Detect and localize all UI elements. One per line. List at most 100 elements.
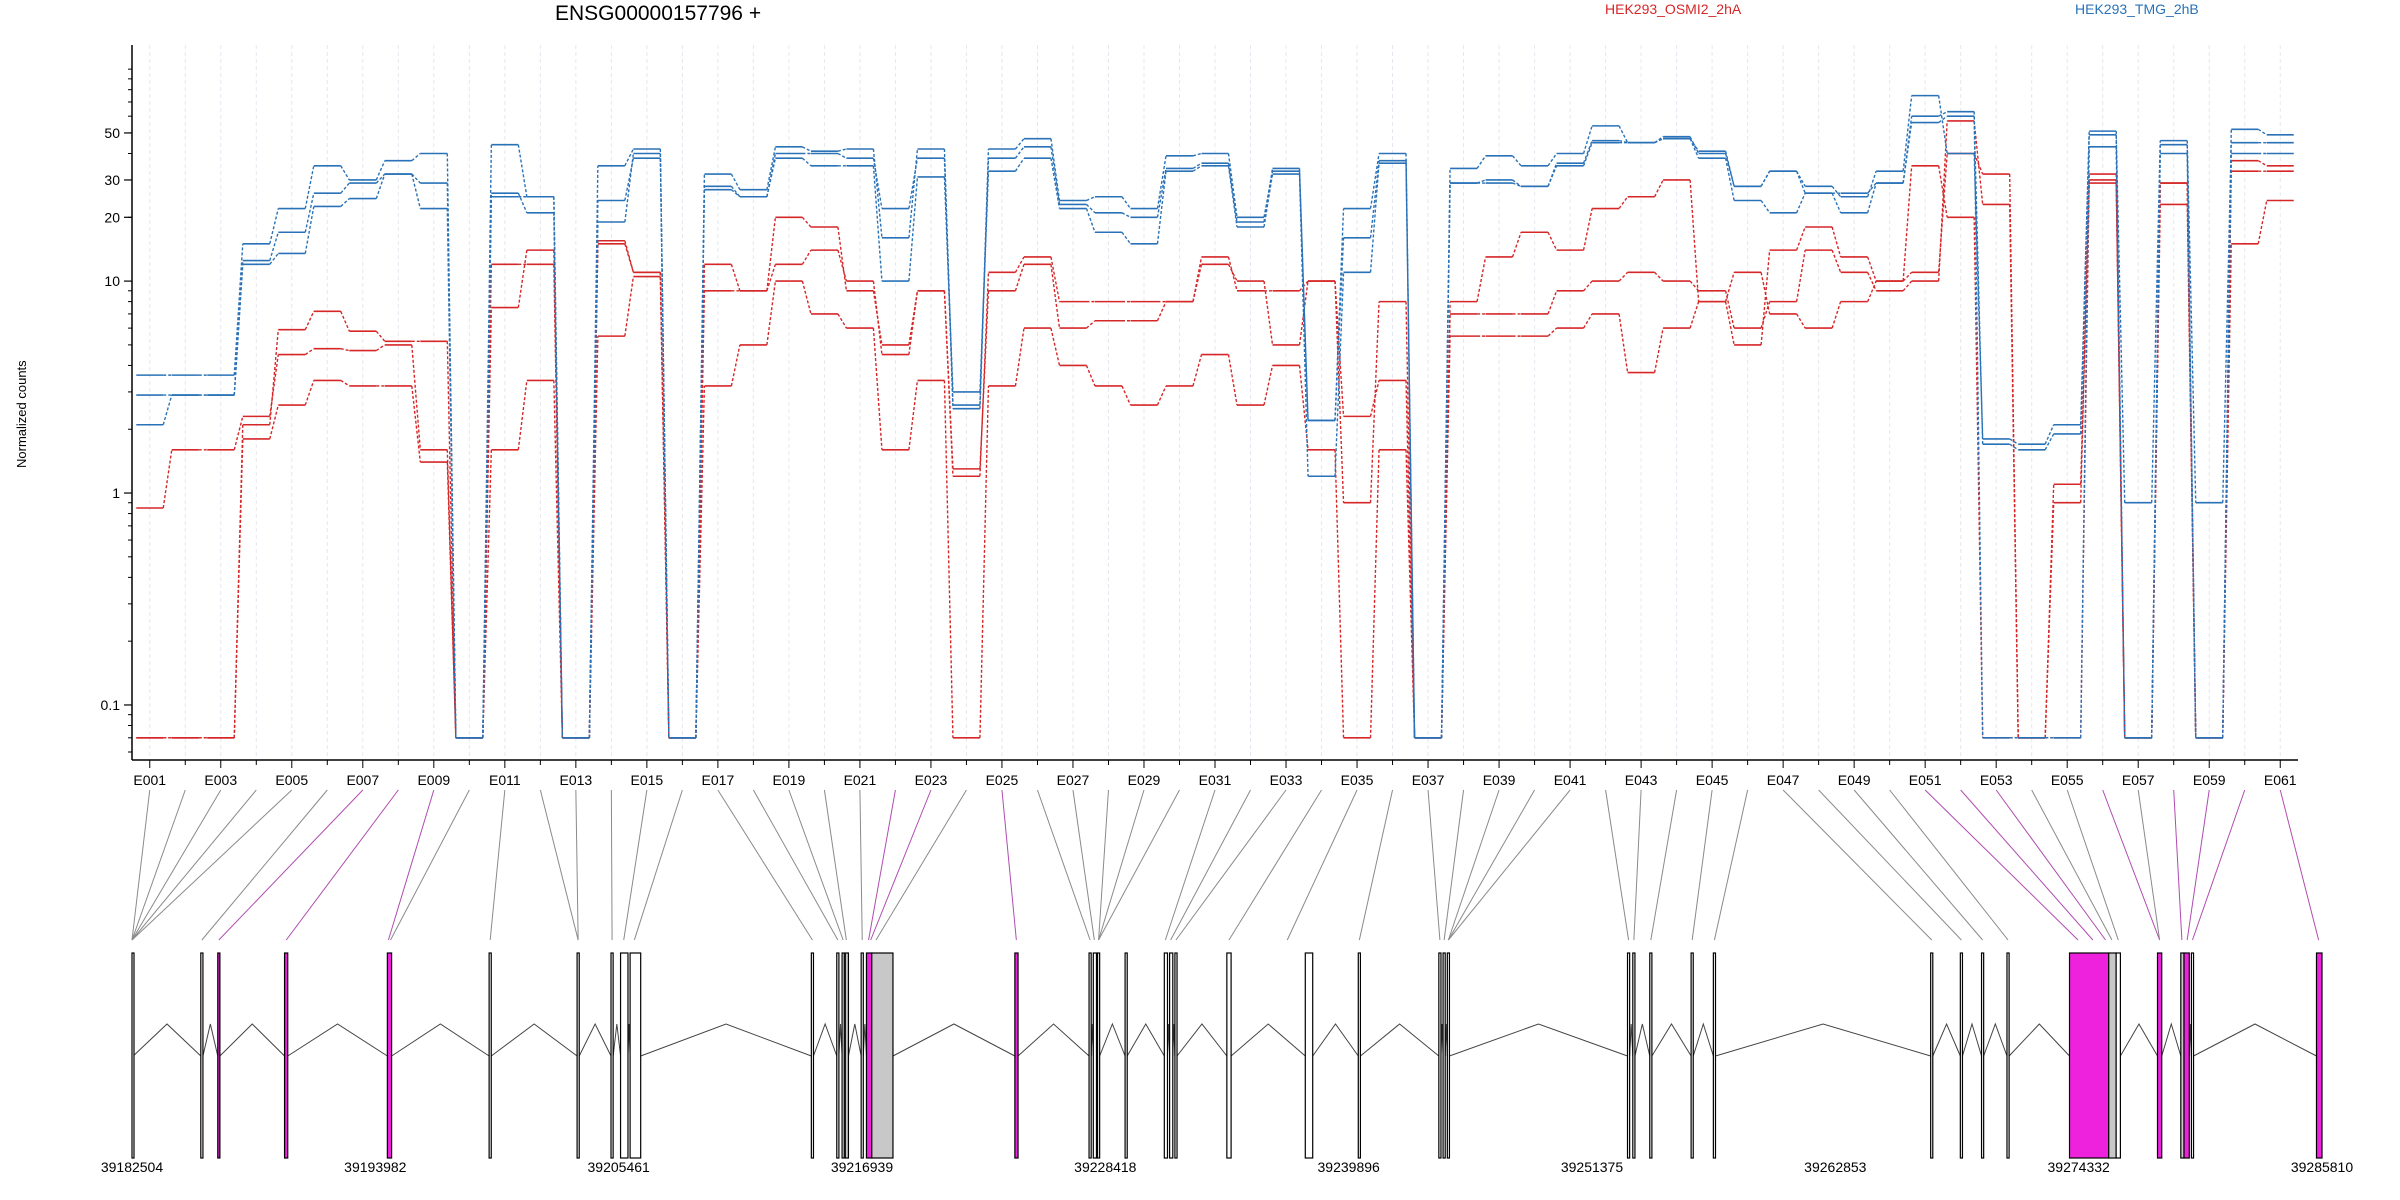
exon-block [610, 952, 614, 1159]
exon-link-E005 [131, 789, 293, 941]
exon-link-E035 [1286, 789, 1358, 941]
series-2-connector [1192, 354, 1203, 387]
exon-block [1626, 952, 1631, 1159]
series-0-connector [1476, 256, 1487, 302]
intron-line [2119, 1023, 2158, 1057]
exon-link-E022 [868, 789, 896, 941]
series-4-connector [411, 173, 421, 184]
series-5-connector [269, 253, 279, 265]
series-0-connector [2257, 160, 2268, 167]
series-5-connector [1014, 157, 1025, 172]
series-3-connector [2009, 438, 2019, 445]
chart-title: ENSG00000157796 + [555, 2, 762, 25]
series-1-connector [695, 290, 706, 738]
series-3-connector [1086, 196, 1096, 202]
intron-line [1312, 1023, 1359, 1057]
x-tick-label-E055: E055 [2051, 772, 2084, 788]
series-3-connector [1831, 185, 1842, 198]
series-3-connector [1547, 153, 1558, 167]
intron-line [1932, 1022, 1961, 1057]
series-2-connector [695, 385, 706, 738]
genome-tick-label: 39285810 [2291, 1159, 2354, 1175]
series-1-connector [1334, 281, 1345, 417]
series-1-connector [1831, 249, 1842, 273]
series-5-connector [2222, 153, 2232, 738]
series-4-connector [1405, 160, 1416, 738]
exon-link-E032 [1170, 789, 1251, 941]
exon-link-E009 [387, 789, 435, 941]
exon-link-E039 [1447, 789, 1500, 941]
series-5-connector [1298, 174, 1309, 477]
intron-line [1360, 1023, 1440, 1057]
exon-block [1304, 952, 1314, 1159]
exon-block [2156, 952, 2163, 1159]
series-1-connector [340, 311, 350, 332]
series-1-connector [1050, 264, 1061, 329]
exon-block [1930, 952, 1934, 1159]
series-5-connector [517, 192, 528, 214]
series-5-connector [1192, 165, 1202, 172]
y-tick-label: 0.1 [101, 697, 121, 713]
x-tick-label-E003: E003 [204, 772, 237, 788]
exon-block [1438, 952, 1442, 1159]
genome-tick-label: 39182504 [101, 1159, 164, 1175]
series-4-connector [1938, 115, 1948, 124]
series-4-connector [1334, 237, 1345, 421]
series-2-connector [837, 313, 848, 329]
series-3-connector [2257, 128, 2268, 136]
x-tick-label-E037: E037 [1412, 772, 1445, 788]
series-5-connector [1085, 208, 1096, 233]
exon-link-E007 [218, 789, 364, 941]
exon-block [2006, 952, 2010, 1159]
series-3-connector [1192, 152, 1202, 157]
series-5-connector [1654, 138, 1664, 144]
series-4-connector [1795, 170, 1806, 194]
series-5-connector [730, 185, 741, 198]
series-5-connector [1227, 165, 1238, 228]
series-4-connector [1867, 182, 1877, 194]
series-2-connector [1760, 272, 1771, 315]
series-2-connector [766, 280, 777, 345]
x-tick-label-E061: E061 [2264, 772, 2297, 788]
series-0-connector [1369, 301, 1380, 503]
exon-block [1088, 952, 1092, 1159]
series-0-connector [837, 226, 848, 291]
exon-link-E051 [1924, 789, 2079, 941]
series-1-connector [1654, 271, 1664, 282]
exon-link-E001 [131, 789, 151, 941]
x-tick-label-E027: E027 [1057, 772, 1090, 788]
series-1-connector [837, 249, 848, 282]
series-0-connector [269, 354, 279, 417]
intron-line [490, 1023, 578, 1057]
exon-block [2115, 952, 2121, 1159]
series-3-connector [375, 160, 386, 181]
series-1-connector [1192, 264, 1203, 302]
genome-tick-label: 39216939 [831, 1159, 894, 1175]
x-tick-label-E009: E009 [417, 772, 450, 788]
series-4-connector [375, 173, 386, 184]
series-1-connector [801, 249, 812, 265]
exon-link-E027 [1072, 789, 1095, 941]
exon-block [2183, 952, 2190, 1159]
series-0-connector [162, 449, 173, 509]
x-tick-label-E001: E001 [133, 772, 166, 788]
series-2-connector [1653, 327, 1664, 373]
series-2-connector [943, 380, 954, 738]
series-2-connector [2257, 200, 2268, 244]
series-0-connector [1973, 153, 1984, 175]
genome-tick-label: 39205461 [588, 1159, 651, 1175]
exon-link-E060 [2192, 789, 2246, 941]
exon-block [283, 952, 289, 1159]
series-2-connector [517, 380, 528, 450]
series-1-connector [1902, 280, 1913, 292]
exon-block [2315, 952, 2323, 1159]
series-3-connector [1866, 170, 1877, 197]
series-0-connector [1014, 256, 1025, 273]
series-1-connector [1263, 280, 1274, 345]
series-2-connector [1156, 385, 1167, 406]
exon-block [1226, 952, 1232, 1159]
series-1-connector [553, 264, 564, 738]
series-2-connector [908, 380, 919, 450]
exon-link-E056 [2102, 789, 2161, 941]
series-4-connector [553, 196, 564, 738]
